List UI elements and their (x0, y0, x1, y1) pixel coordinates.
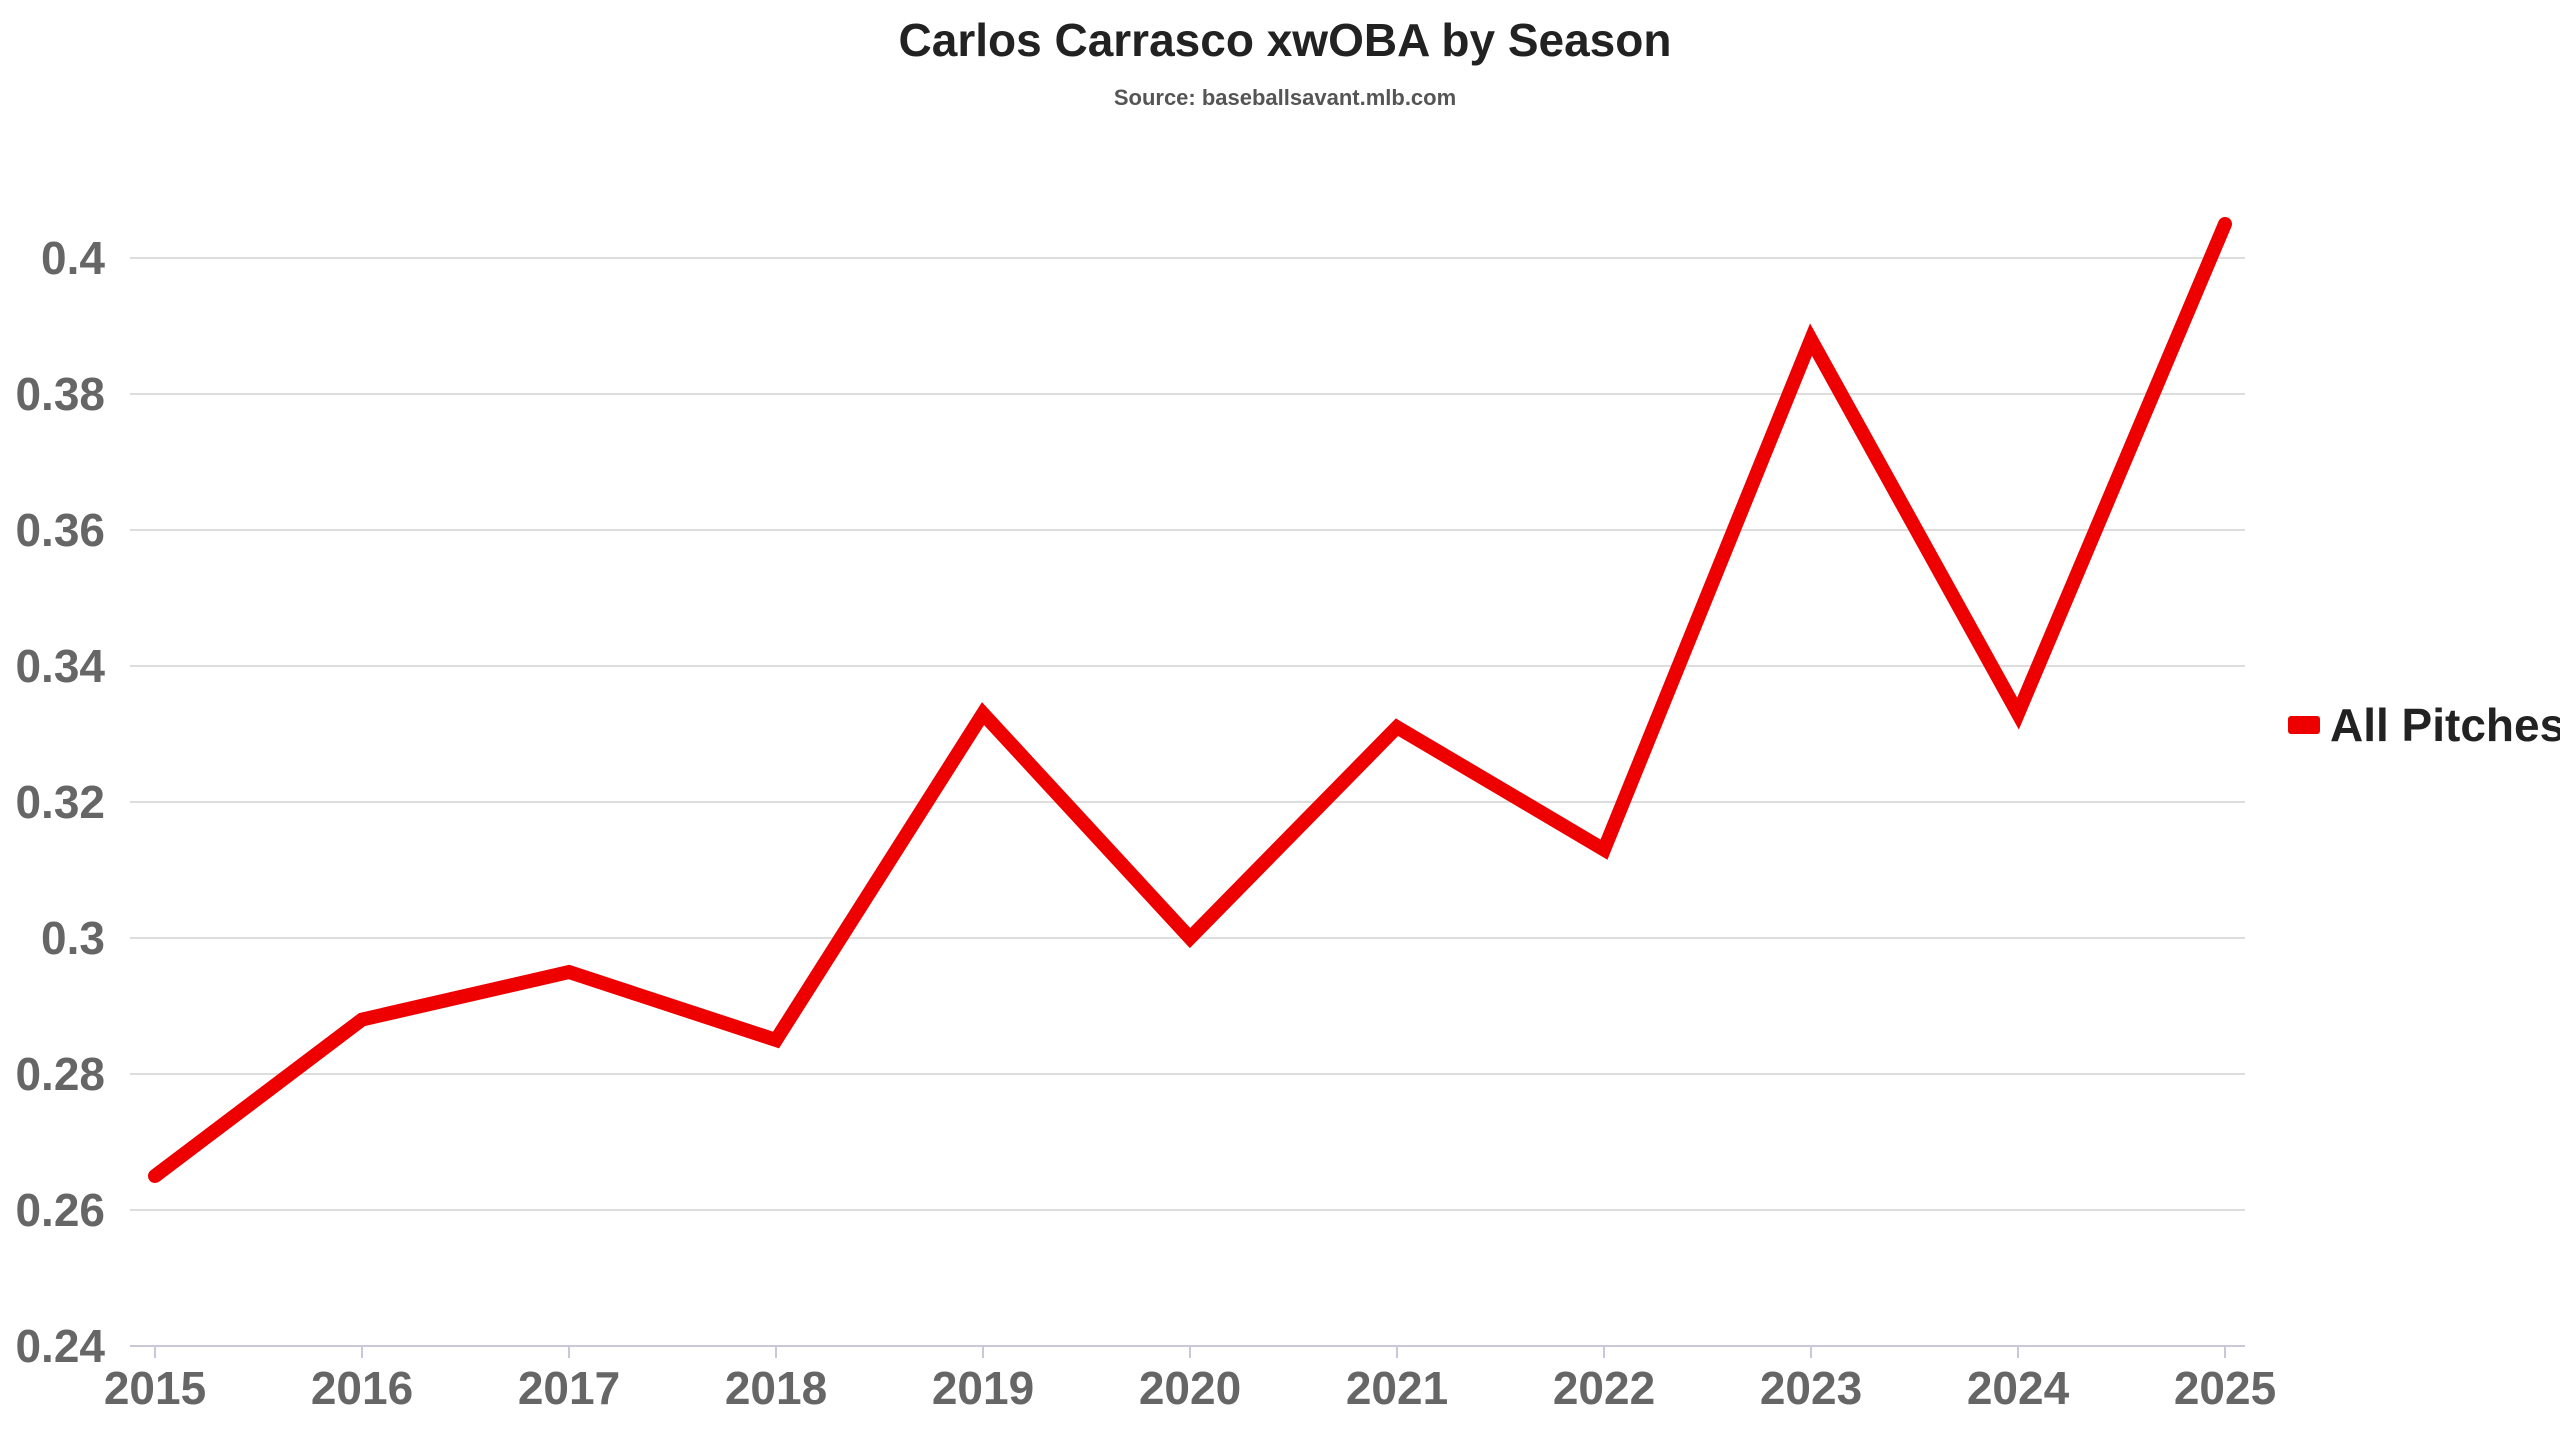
data-point (154, 1175, 156, 1177)
x-tick-label: 2023 (1760, 1362, 1862, 1414)
series-line (148, 217, 2232, 1183)
y-tick-label: 0.28 (15, 1048, 105, 1100)
y-tick-label: 0.32 (15, 776, 105, 828)
legend-label: All Pitches (2330, 699, 2560, 751)
x-tick-label: 2021 (1346, 1362, 1448, 1414)
x-tick-label: 2016 (311, 1362, 413, 1414)
x-tick-label: 2015 (104, 1362, 206, 1414)
data-point (1189, 937, 1191, 939)
data-point (775, 1039, 777, 1041)
chart-subtitle: Source: baseballsavant.mlb.com (1114, 85, 1456, 110)
y-tick-label: 0.24 (15, 1320, 105, 1372)
y-tick-label: 0.34 (15, 640, 105, 692)
x-tick-label: 2020 (1139, 1362, 1241, 1414)
chart-title: Carlos Carrasco xwOBA by Season (899, 14, 1672, 66)
data-point (568, 971, 570, 973)
data-point (2224, 223, 2226, 225)
legend-swatch (2288, 716, 2320, 734)
y-tick-label: 0.36 (15, 504, 105, 556)
y-tick-label: 0.4 (41, 232, 105, 284)
y-tick-label: 0.26 (15, 1184, 105, 1236)
y-tick-label: 0.38 (15, 368, 105, 420)
x-tick-label: 2022 (1553, 1362, 1655, 1414)
series-layer (148, 217, 2232, 1183)
x-tick-label: 2019 (932, 1362, 1034, 1414)
data-point (361, 1019, 363, 1021)
data-point (1603, 849, 1605, 851)
x-tick-label: 2025 (2174, 1362, 2276, 1414)
axes: 0.24 0.26 0.28 0.3 0.32 0.34 0.36 0.38 0.4 2015 20… (15, 232, 2276, 1414)
legend: All Pitches (2288, 699, 2560, 751)
grid-lines (130, 257, 2245, 1211)
data-point (982, 713, 984, 715)
data-point (2017, 713, 2019, 715)
x-tick-label: 2018 (725, 1362, 827, 1414)
data-point (1396, 726, 1398, 728)
x-tick-label: 2017 (518, 1362, 620, 1414)
x-tick-label: 2024 (1967, 1362, 2070, 1414)
data-point (1810, 339, 1812, 341)
y-tick-label: 0.3 (41, 912, 105, 964)
